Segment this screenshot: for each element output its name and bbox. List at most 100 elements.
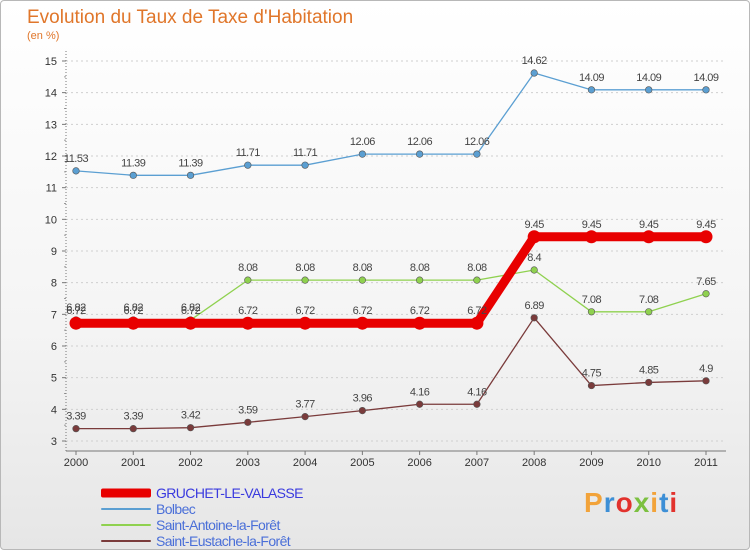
brand-letter: x bbox=[633, 487, 651, 518]
data-label-saint-antoine-la-for-t: 6.82 bbox=[66, 302, 86, 314]
data-point-gruchet-le-valasse bbox=[126, 316, 140, 330]
data-label-saint-eustache-la-for-t: 3.96 bbox=[353, 393, 373, 405]
data-point-bolbec bbox=[416, 150, 424, 158]
data-label-saint-antoine-la-for-t: 6.82 bbox=[181, 302, 201, 314]
data-point-bolbec bbox=[530, 69, 538, 77]
data-point-bolbec bbox=[702, 86, 710, 94]
legend-label: Bolbec bbox=[156, 501, 196, 517]
data-point-gruchet-le-valasse bbox=[642, 230, 656, 244]
data-label-gruchet-le-valasse: 6.72 bbox=[238, 305, 258, 317]
x-tick-label: 2000 bbox=[64, 457, 88, 469]
y-tick-label: 15 bbox=[45, 56, 57, 68]
brand-letter: o bbox=[615, 487, 634, 518]
brand-letter: i bbox=[669, 487, 679, 518]
data-label-bolbec: 12.06 bbox=[407, 136, 432, 148]
y-tick-label: 5 bbox=[51, 373, 57, 385]
brand-letter: i bbox=[650, 487, 660, 518]
series-line-saint-eustache-la-for-t bbox=[76, 317, 707, 430]
data-label-gruchet-le-valasse: 6.72 bbox=[410, 305, 430, 317]
data-point-bolbec bbox=[587, 86, 596, 94]
y-tick-label: 12 bbox=[45, 151, 57, 163]
y-tick-label: 9 bbox=[51, 246, 57, 258]
data-point-saint-antoine-la-for-t bbox=[587, 308, 596, 316]
data-point-saint-antoine-la-for-t bbox=[530, 266, 538, 274]
data-label-saint-eustache-la-for-t: 4.9 bbox=[699, 363, 713, 375]
data-point-saint-antoine-la-for-t bbox=[473, 276, 481, 284]
y-tick-label: 4 bbox=[51, 404, 57, 416]
data-label-saint-eustache-la-for-t: 3.42 bbox=[181, 410, 201, 422]
data-label-gruchet-le-valasse: 9.45 bbox=[524, 219, 544, 231]
data-label-bolbec: 14.62 bbox=[522, 55, 547, 67]
data-point-gruchet-le-valasse bbox=[184, 316, 198, 330]
data-label-saint-eustache-la-for-t: 4.16 bbox=[410, 386, 430, 398]
legend-swatch bbox=[101, 540, 151, 542]
data-label-bolbec: 11.71 bbox=[293, 147, 318, 159]
data-point-saint-antoine-la-for-t bbox=[416, 276, 424, 284]
x-tick-label: 2006 bbox=[407, 457, 431, 469]
series-line-gruchet-le-valasse bbox=[76, 232, 706, 328]
data-point-bolbec bbox=[72, 167, 80, 175]
x-tick-label: 2004 bbox=[293, 457, 317, 469]
y-tick-label: 6 bbox=[51, 341, 57, 353]
data-point-bolbec bbox=[358, 150, 366, 158]
data-point-gruchet-le-valasse bbox=[69, 316, 83, 330]
data-label-gruchet-le-valasse: 6.72 bbox=[181, 305, 201, 317]
data-point-saint-eustache-la-for-t bbox=[473, 400, 481, 408]
data-point-bolbec bbox=[129, 171, 137, 179]
data-point-gruchet-le-valasse bbox=[699, 230, 713, 244]
data-label-bolbec: 14.09 bbox=[579, 72, 604, 84]
data-label-gruchet-le-valasse: 6.72 bbox=[66, 305, 86, 317]
data-label-saint-antoine-la-for-t: 6.82 bbox=[124, 302, 144, 314]
data-point-gruchet-le-valasse bbox=[241, 316, 255, 330]
data-point-saint-eustache-la-for-t bbox=[244, 418, 252, 426]
legend-label: Saint-Eustache-la-Forêt bbox=[156, 533, 291, 549]
data-point-saint-antoine-la-for-t bbox=[301, 276, 309, 284]
legend-swatch bbox=[101, 508, 151, 510]
data-label-bolbec: 11.39 bbox=[178, 157, 203, 169]
data-point-gruchet-le-valasse bbox=[470, 316, 484, 330]
y-tick-label: 7 bbox=[51, 309, 57, 321]
data-label-saint-antoine-la-for-t: 7.65 bbox=[696, 276, 716, 288]
data-label-saint-antoine-la-for-t: 8.08 bbox=[410, 262, 430, 274]
x-tick-label: 2002 bbox=[178, 457, 202, 469]
data-point-gruchet-le-valasse bbox=[298, 316, 312, 330]
data-label-bolbec: 12.06 bbox=[464, 136, 489, 148]
data-point-saint-eustache-la-for-t bbox=[530, 314, 538, 322]
x-tick-label: 2008 bbox=[522, 457, 546, 469]
y-tick-label: 14 bbox=[45, 88, 57, 100]
data-point-saint-eustache-la-for-t bbox=[186, 424, 195, 432]
data-point-saint-eustache-la-for-t bbox=[416, 400, 424, 408]
series-line-saint-antoine-la-for-t bbox=[76, 269, 707, 321]
data-label-saint-eustache-la-for-t: 3.39 bbox=[66, 411, 86, 423]
data-point-saint-eustache-la-for-t bbox=[702, 377, 710, 385]
data-point-saint-antoine-la-for-t bbox=[244, 276, 252, 284]
data-point-saint-antoine-la-for-t bbox=[702, 290, 710, 298]
data-label-bolbec: 11.39 bbox=[121, 157, 146, 169]
data-label-bolbec: 12.06 bbox=[350, 136, 375, 148]
data-point-bolbec bbox=[301, 161, 309, 169]
x-tick-label: 2005 bbox=[350, 457, 374, 469]
y-tick-label: 8 bbox=[51, 278, 57, 290]
brand-letter: r bbox=[603, 487, 616, 518]
data-point-gruchet-le-valasse bbox=[584, 230, 598, 244]
brand-letter: P bbox=[584, 487, 604, 518]
data-label-bolbec: 11.71 bbox=[236, 147, 261, 159]
x-tick-label: 2011 bbox=[694, 457, 718, 469]
x-tick-label: 2009 bbox=[579, 457, 603, 469]
chart-subtitle: (en %) bbox=[27, 30, 60, 42]
legend-label: Saint-Antoine-la-Forêt bbox=[156, 517, 280, 533]
data-point-saint-eustache-la-for-t bbox=[587, 381, 596, 390]
data-label-gruchet-le-valasse: 9.45 bbox=[639, 219, 659, 231]
data-point-bolbec bbox=[244, 161, 252, 169]
data-label-saint-antoine-la-for-t: 8.08 bbox=[467, 262, 487, 274]
data-label-saint-eustache-la-for-t: 6.89 bbox=[524, 300, 544, 312]
data-label-bolbec: 14.09 bbox=[693, 72, 718, 84]
series-line-bolbec bbox=[75, 72, 706, 176]
data-label-saint-eustache-la-for-t: 4.75 bbox=[582, 368, 602, 380]
x-tick-label: 2001 bbox=[121, 457, 145, 469]
data-point-bolbec bbox=[473, 150, 481, 158]
data-point-bolbec bbox=[645, 86, 653, 94]
data-label-gruchet-le-valasse: 9.45 bbox=[696, 219, 716, 231]
